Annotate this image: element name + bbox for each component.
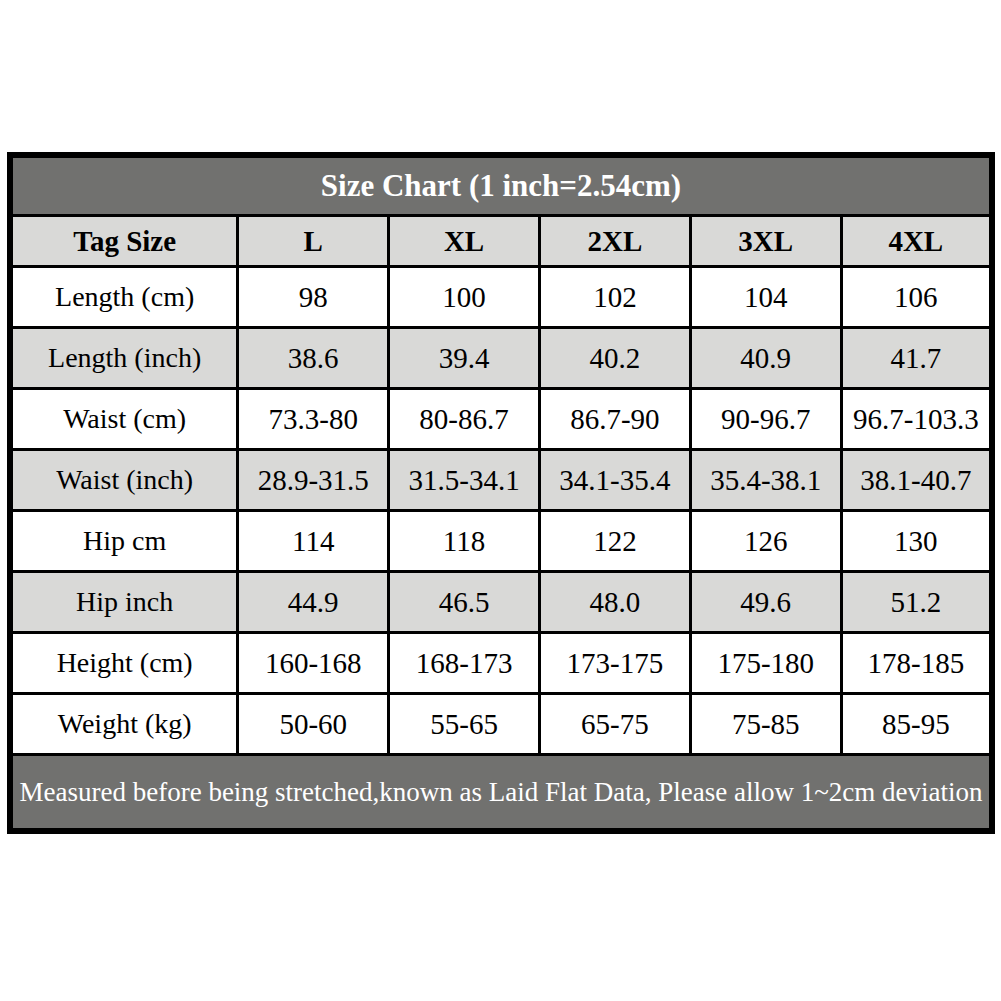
size-value-cell: 98 [238,267,389,328]
title-row: Size Chart (1 inch=2.54cm) [10,155,992,216]
size-value-cell: 38.1-40.7 [841,450,992,511]
size-value-cell: 73.3-80 [238,389,389,450]
table-row-weight-kg: Weight (kg) 50-60 55-65 65-75 75-85 85-9… [10,694,992,755]
row-label: Height (cm) [10,633,238,694]
size-value-cell: 38.6 [238,328,389,389]
size-value-cell: 160-168 [238,633,389,694]
row-label: Length (cm) [10,267,238,328]
size-value-cell: 114 [238,511,389,572]
size-value-cell: 85-95 [841,694,992,755]
size-value-cell: 106 [841,267,992,328]
size-value-cell: 96.7-103.3 [841,389,992,450]
size-value-cell: 86.7-90 [539,389,690,450]
table-row-length-cm: Length (cm) 98 100 102 104 106 [10,267,992,328]
column-header-3xl: 3XL [690,216,841,267]
size-value-cell: 35.4-38.1 [690,450,841,511]
size-value-cell: 46.5 [389,572,540,633]
size-value-cell: 50-60 [238,694,389,755]
column-header-4xl: 4XL [841,216,992,267]
column-header-l: L [238,216,389,267]
size-value-cell: 34.1-35.4 [539,450,690,511]
row-label: Weight (kg) [10,694,238,755]
header-row: Tag Size L XL 2XL 3XL 4XL [10,216,992,267]
table-row-hip-cm: Hip cm 114 118 122 126 130 [10,511,992,572]
size-value-cell: 168-173 [389,633,540,694]
size-chart-title: Size Chart (1 inch=2.54cm) [10,155,992,216]
size-value-cell: 55-65 [389,694,540,755]
table-row-hip-inch: Hip inch 44.9 46.5 48.0 49.6 51.2 [10,572,992,633]
size-value-cell: 104 [690,267,841,328]
size-value-cell: 130 [841,511,992,572]
size-value-cell: 90-96.7 [690,389,841,450]
row-label: Length (inch) [10,328,238,389]
size-value-cell: 173-175 [539,633,690,694]
size-chart-table: Size Chart (1 inch=2.54cm) Tag Size L XL… [7,152,995,834]
size-value-cell: 126 [690,511,841,572]
table-row-length-inch: Length (inch) 38.6 39.4 40.2 40.9 41.7 [10,328,992,389]
column-header-xl: XL [389,216,540,267]
size-value-cell: 80-86.7 [389,389,540,450]
row-label: Hip cm [10,511,238,572]
size-value-cell: 48.0 [539,572,690,633]
size-value-cell: 100 [389,267,540,328]
size-value-cell: 118 [389,511,540,572]
size-value-cell: 40.2 [539,328,690,389]
size-chart: Size Chart (1 inch=2.54cm) Tag Size L XL… [7,152,995,834]
table-row-waist-inch: Waist (inch) 28.9-31.5 31.5-34.1 34.1-35… [10,450,992,511]
row-label: Waist (inch) [10,450,238,511]
size-value-cell: 44.9 [238,572,389,633]
table-row-waist-cm: Waist (cm) 73.3-80 80-86.7 86.7-90 90-96… [10,389,992,450]
table-row-height-cm: Height (cm) 160-168 168-173 173-175 175-… [10,633,992,694]
size-value-cell: 122 [539,511,690,572]
size-value-cell: 28.9-31.5 [238,450,389,511]
row-label: Waist (cm) [10,389,238,450]
row-label: Hip inch [10,572,238,633]
column-header-tag-size: Tag Size [10,216,238,267]
column-header-2xl: 2XL [539,216,690,267]
size-value-cell: 102 [539,267,690,328]
size-value-cell: 31.5-34.1 [389,450,540,511]
size-value-cell: 39.4 [389,328,540,389]
size-value-cell: 65-75 [539,694,690,755]
size-value-cell: 49.6 [690,572,841,633]
size-value-cell: 40.9 [690,328,841,389]
measurement-note: Measured before being stretched,known as… [10,755,992,832]
size-value-cell: 175-180 [690,633,841,694]
size-value-cell: 178-185 [841,633,992,694]
footer-row: Measured before being stretched,known as… [10,755,992,832]
size-value-cell: 41.7 [841,328,992,389]
size-value-cell: 51.2 [841,572,992,633]
size-value-cell: 75-85 [690,694,841,755]
